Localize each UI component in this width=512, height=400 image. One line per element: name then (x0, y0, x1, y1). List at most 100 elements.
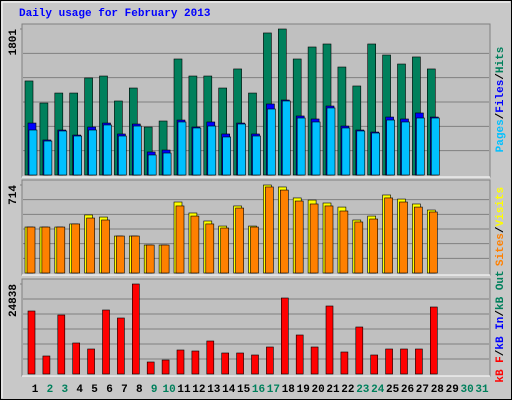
bar (281, 100, 291, 176)
bar (160, 244, 170, 274)
bar (341, 127, 351, 176)
bar (26, 226, 36, 274)
bar (237, 123, 246, 176)
bar (415, 348, 423, 375)
bar (340, 351, 349, 375)
x-tick-label: 5 (91, 384, 98, 396)
bar (311, 121, 321, 176)
bar (28, 129, 38, 176)
bar (324, 205, 334, 274)
bar (71, 223, 80, 274)
x-tick-label: 11 (177, 384, 191, 396)
bar (296, 117, 306, 176)
bar (400, 348, 408, 375)
x-tick-label: 15 (237, 384, 251, 396)
bar (205, 223, 215, 274)
bar (399, 201, 408, 274)
bar (57, 314, 66, 375)
bar (386, 119, 395, 176)
bar (206, 340, 215, 375)
x-tick-label: 16 (252, 384, 265, 396)
bar (86, 217, 95, 274)
legend: Sites/Visits (495, 187, 507, 266)
x-tick-label: 20 (311, 384, 324, 396)
x-tick-label: 21 (326, 384, 340, 396)
x-tick-label: 9 (151, 384, 158, 396)
bar (384, 197, 393, 274)
x-tick-label: 14 (222, 384, 236, 396)
y-tick-label: 714 (8, 185, 20, 205)
x-tick-label: 30 (460, 384, 473, 396)
bar (310, 346, 319, 375)
legend-entry: Hits (495, 47, 507, 73)
bar (370, 354, 379, 375)
bar (161, 359, 170, 375)
bar (43, 140, 53, 176)
bar (132, 283, 140, 375)
bar (191, 350, 200, 375)
legend-entry: Pages (495, 119, 507, 152)
bar (339, 210, 349, 274)
legend-separator: / (495, 226, 507, 233)
x-tick-label: 31 (475, 384, 489, 396)
x-tick-label: 23 (356, 384, 370, 396)
bar (325, 305, 334, 375)
x-tick-label: 27 (416, 384, 429, 396)
bar (177, 121, 187, 176)
x-tick-label: 2 (47, 384, 54, 396)
bar (118, 135, 127, 176)
bar (429, 306, 438, 375)
legend: Pages/Files/Hits (495, 47, 507, 153)
bar (41, 226, 51, 274)
x-tick-label: 24 (371, 384, 385, 396)
x-tick-label: 19 (297, 384, 310, 396)
bar (416, 117, 425, 176)
bar (222, 136, 231, 176)
bar (58, 130, 68, 176)
x-tick-label: 1 (32, 384, 39, 396)
bar (73, 135, 82, 176)
bar (101, 219, 110, 274)
legend-separator: / (495, 73, 507, 80)
bar (414, 206, 423, 274)
bar (146, 361, 155, 375)
x-tick-label: 25 (386, 384, 400, 396)
bar (192, 127, 202, 176)
bar (267, 108, 276, 176)
bar (430, 117, 440, 176)
bar (235, 207, 244, 274)
bar (190, 215, 200, 274)
bar (265, 186, 274, 274)
x-tick-label: 10 (162, 384, 175, 396)
bar (117, 317, 125, 375)
bar (145, 244, 155, 274)
bar (355, 326, 364, 375)
x-tick-label: 12 (192, 384, 205, 396)
bar (133, 125, 142, 176)
bar (279, 189, 289, 274)
chart-title: Daily usage for February 2013 (19, 8, 211, 20)
bar (326, 107, 336, 176)
x-tick-label: 29 (446, 384, 459, 396)
bar (236, 352, 244, 375)
y-tick-label: 1801 (8, 29, 20, 56)
bar (207, 125, 217, 176)
bar (280, 297, 289, 375)
bar (147, 154, 157, 176)
bar (385, 348, 393, 375)
legend-entry: Files (495, 80, 507, 113)
bar (176, 349, 185, 375)
bar (175, 205, 185, 274)
bar (221, 352, 229, 375)
bar (309, 203, 319, 274)
bar (250, 226, 259, 274)
bar (295, 334, 304, 375)
x-tick-label: 6 (106, 384, 113, 396)
legend-separator: / (495, 112, 507, 119)
legend-entry: kB F (495, 356, 507, 382)
legend-entry: kB Out (495, 270, 507, 310)
x-tick-label: 7 (121, 384, 128, 396)
x-tick-label: 13 (207, 384, 221, 396)
legend-entry: Visits (495, 187, 507, 227)
